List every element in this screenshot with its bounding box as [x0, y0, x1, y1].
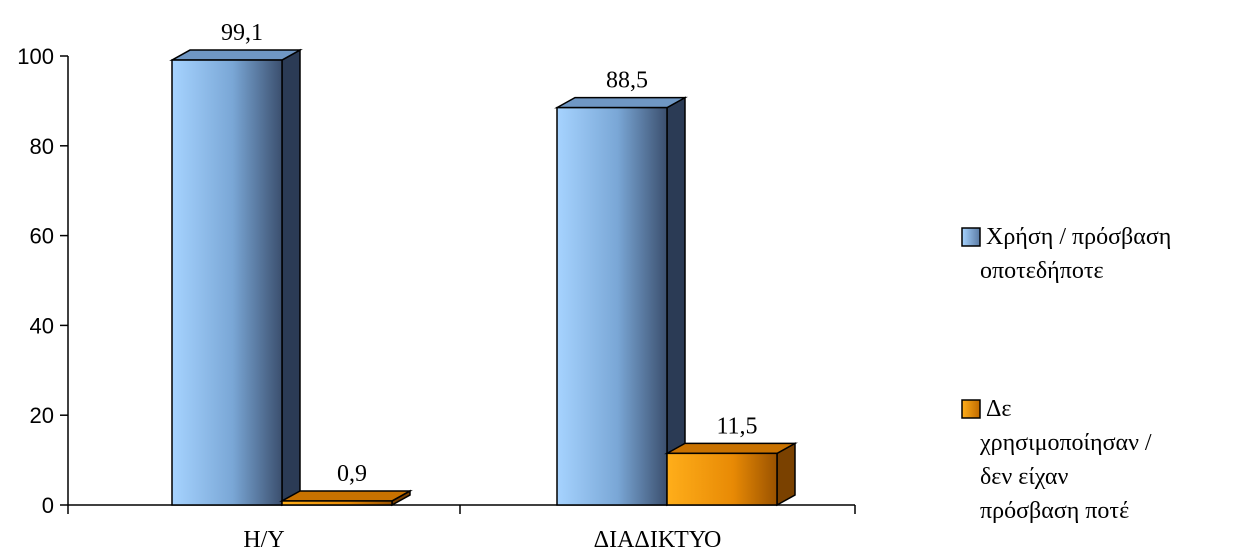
legend-label: οποτεδήποτε [980, 258, 1104, 284]
bar [169, 48, 303, 507]
y-tick-label: 60 [30, 224, 54, 249]
bar-side-face [666, 96, 686, 507]
y-tick-label: 40 [30, 313, 54, 338]
data-labels: 99,1 0,9 88,5 11,5 [221, 20, 758, 487]
x-category-label: H/Y [243, 527, 284, 553]
legend-label: Χρήση / πρόσβαση [986, 224, 1171, 250]
legend: Χρήση / πρόσβαση οποτεδήποτε Δε χρησιμοποίη… [961, 224, 1171, 524]
axes: 0 20 40 60 80 100 H/Y ΔΙΑΔΙΚΤΥΟ [17, 44, 856, 553]
bar-top-face [279, 490, 413, 502]
data-label: 0,9 [337, 461, 367, 487]
data-label: 88,5 [606, 68, 648, 94]
y-tick-label: 100 [17, 44, 54, 69]
bar [279, 489, 413, 507]
data-label: 99,1 [221, 20, 263, 46]
bar-front-face [281, 500, 393, 506]
legend-label: Δε [986, 396, 1012, 422]
bar-top-face [664, 442, 798, 455]
legend-swatch [961, 227, 981, 247]
legend-label: χρησιμοποίησαν / [979, 430, 1152, 456]
bar [554, 96, 688, 507]
data-label: 11,5 [716, 413, 757, 439]
bar-front-face [666, 452, 778, 506]
bar-front-face [171, 59, 283, 506]
bar-top-face [169, 49, 303, 61]
bar-side-face [281, 48, 301, 507]
bars [169, 48, 798, 507]
bar-top-face [554, 96, 688, 109]
legend-label: πρόσβαση ποτέ [980, 498, 1129, 524]
x-category-label: ΔΙΑΔΙΚΤΥΟ [594, 527, 722, 553]
legend-label: δεν είχαν [980, 464, 1068, 490]
y-tick-label: 0 [42, 493, 54, 518]
bar [664, 442, 798, 507]
y-tick-label: 80 [30, 134, 54, 159]
y-tick-label: 20 [30, 403, 54, 428]
legend-swatch [961, 399, 981, 419]
bar-front-face [556, 106, 668, 506]
